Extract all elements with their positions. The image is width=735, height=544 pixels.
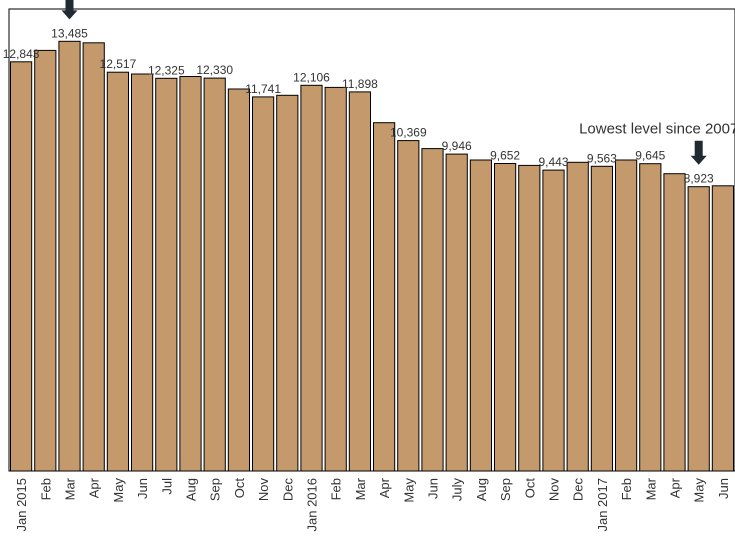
x-tick-label: Feb	[329, 478, 344, 500]
data-label: 9,645	[635, 149, 665, 163]
x-tick-label: May	[401, 478, 416, 503]
plot-area	[8, 8, 735, 472]
x-tick-label: Jan 2016	[305, 478, 320, 532]
bars-group	[10, 40, 734, 472]
x-tick-label: May	[692, 478, 707, 503]
x-tick-label: Dec	[571, 478, 586, 502]
x-tick-label: July	[450, 478, 465, 502]
down-arrow-icon	[690, 140, 707, 165]
bar-17	[421, 148, 444, 472]
data-label: 9,443	[538, 155, 568, 169]
bar-16	[397, 140, 420, 472]
data-label: 12,325	[148, 63, 185, 77]
x-tick-label: Aug	[474, 478, 489, 501]
x-tick-label: Mar	[353, 477, 368, 500]
data-label: 11,898	[342, 77, 378, 91]
annotation-text: Lowest level since 2007	[579, 121, 735, 138]
bar-23	[566, 161, 589, 472]
x-tick-label: Apr	[87, 477, 102, 498]
bar-25	[615, 159, 638, 472]
x-tick-label: Feb	[38, 478, 53, 500]
x-tick-label: Jun	[716, 478, 731, 499]
bar-10	[252, 96, 275, 472]
bar-9	[227, 88, 251, 472]
bar-24	[590, 165, 613, 472]
bar-14	[348, 91, 371, 472]
annotations-group: Employment peakLowest level since 2007	[61, 0, 735, 165]
data-labels-group: 12,843 13,485 12,517 12,325 12,330 11,741 12,1…	[3, 26, 714, 185]
down-arrow-icon	[61, 0, 78, 20]
x-tick-label: Jan 2017	[595, 478, 610, 532]
x-tick-label: Apr	[668, 477, 683, 498]
x-tick-label: Nov	[547, 478, 562, 502]
bar-22	[542, 169, 565, 472]
x-tick-label: Sep	[498, 478, 513, 501]
bar-4	[106, 71, 130, 472]
x-tick-label: Feb	[619, 478, 634, 500]
bar-0	[10, 61, 33, 472]
data-label: 12,843	[3, 47, 40, 61]
x-tick-label: Sep	[208, 478, 223, 501]
data-label: 9,946	[442, 139, 472, 153]
bar-6	[155, 77, 178, 472]
bar-29	[711, 185, 734, 472]
data-label: 12,517	[100, 57, 137, 71]
bar-19	[469, 159, 492, 472]
x-tick-label: Dec	[280, 478, 295, 502]
bar-28	[687, 186, 710, 472]
x-tick-label: Oct	[232, 478, 247, 499]
bar-8	[203, 77, 226, 472]
data-label: 12,106	[293, 70, 330, 84]
bar-18	[445, 153, 468, 472]
bar-5	[131, 73, 154, 472]
x-tick-label: Oct	[522, 478, 537, 499]
data-label: 13,485	[51, 26, 88, 40]
bar-12	[300, 84, 323, 472]
bar-3	[82, 42, 105, 472]
data-label: 10,369	[390, 126, 427, 140]
bar-13	[324, 86, 347, 472]
data-label: 9,652	[490, 149, 520, 163]
x-tick-label: Jul	[159, 478, 174, 495]
bar-27	[663, 173, 686, 472]
bar-26	[639, 163, 662, 472]
bar-15	[373, 122, 396, 472]
data-label: 11,741	[245, 82, 281, 96]
x-tick-label: Aug	[184, 478, 199, 501]
data-label: 12,330	[196, 63, 233, 77]
x-tick-label: Nov	[256, 478, 271, 502]
bar-7	[179, 76, 202, 472]
x-tick-label: Jun	[426, 478, 441, 499]
x-tick-labels-group: Jan 2015 Feb Mar Apr May Jun Jul Aug Sep Oct Nov De…	[14, 477, 731, 531]
x-tick-label: Jan 2015	[14, 478, 29, 532]
data-label: 8,923	[684, 172, 714, 186]
x-tick-label: Jun	[135, 478, 150, 499]
bar-21	[518, 164, 541, 472]
x-tick-label: Mar	[63, 477, 78, 500]
data-label: 9,563	[587, 151, 617, 165]
bar-20	[494, 163, 517, 472]
bar-2	[58, 40, 81, 472]
x-tick-label: May	[111, 478, 126, 503]
x-tick-label: Mar	[643, 477, 658, 500]
x-tick-label: Apr	[377, 477, 392, 498]
bar-11	[276, 94, 299, 472]
bar-1	[34, 49, 57, 472]
